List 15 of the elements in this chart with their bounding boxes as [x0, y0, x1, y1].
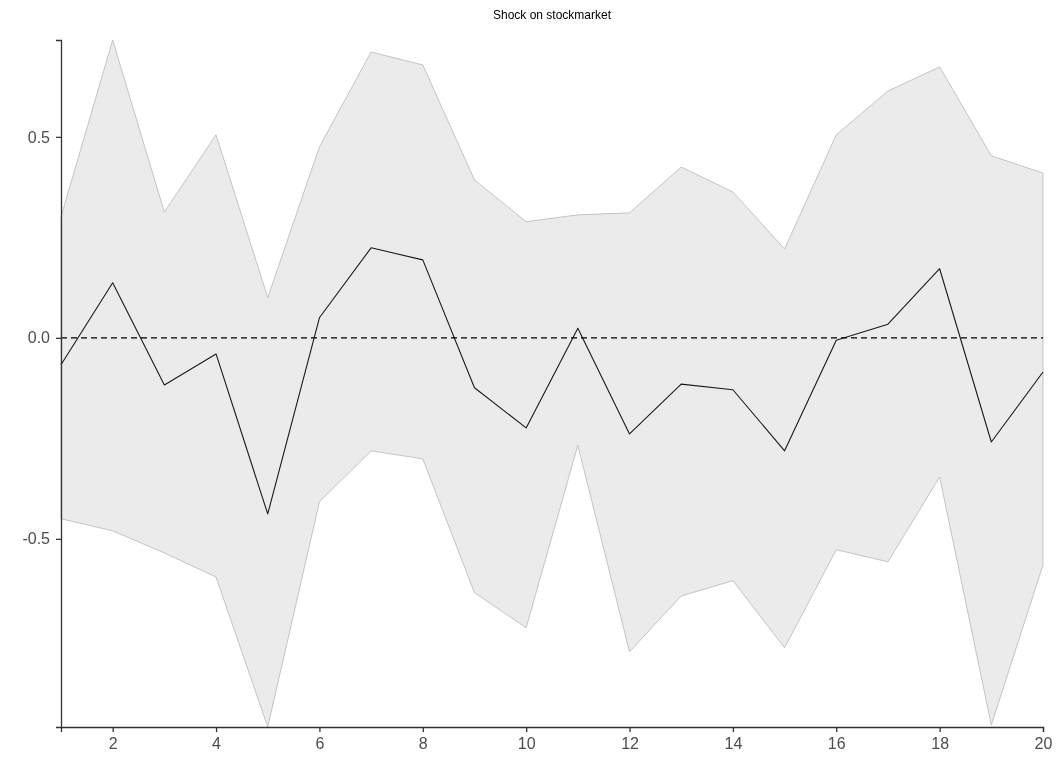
line-series	[60, 247, 1044, 515]
y-tick-label: 0.5	[27, 128, 51, 146]
y-tick-label: -0.5	[22, 530, 51, 548]
x-tick-label: 16	[827, 735, 846, 753]
x-tick-label: 2	[108, 735, 118, 753]
x-tick-label: 12	[621, 735, 640, 753]
x-tick-label: 4	[212, 735, 222, 753]
x-tick-label: 8	[418, 735, 428, 753]
x-tick-label: 18	[931, 735, 950, 753]
x-tick-label: 14	[724, 735, 743, 753]
y-tick-label: 0.0	[27, 329, 51, 347]
x-tick-label: 20	[1034, 735, 1053, 753]
chart-title: Shock on stockmarket	[492, 8, 612, 22]
x-tick-label: 6	[315, 735, 325, 753]
x-tick-label: 10	[517, 735, 536, 753]
